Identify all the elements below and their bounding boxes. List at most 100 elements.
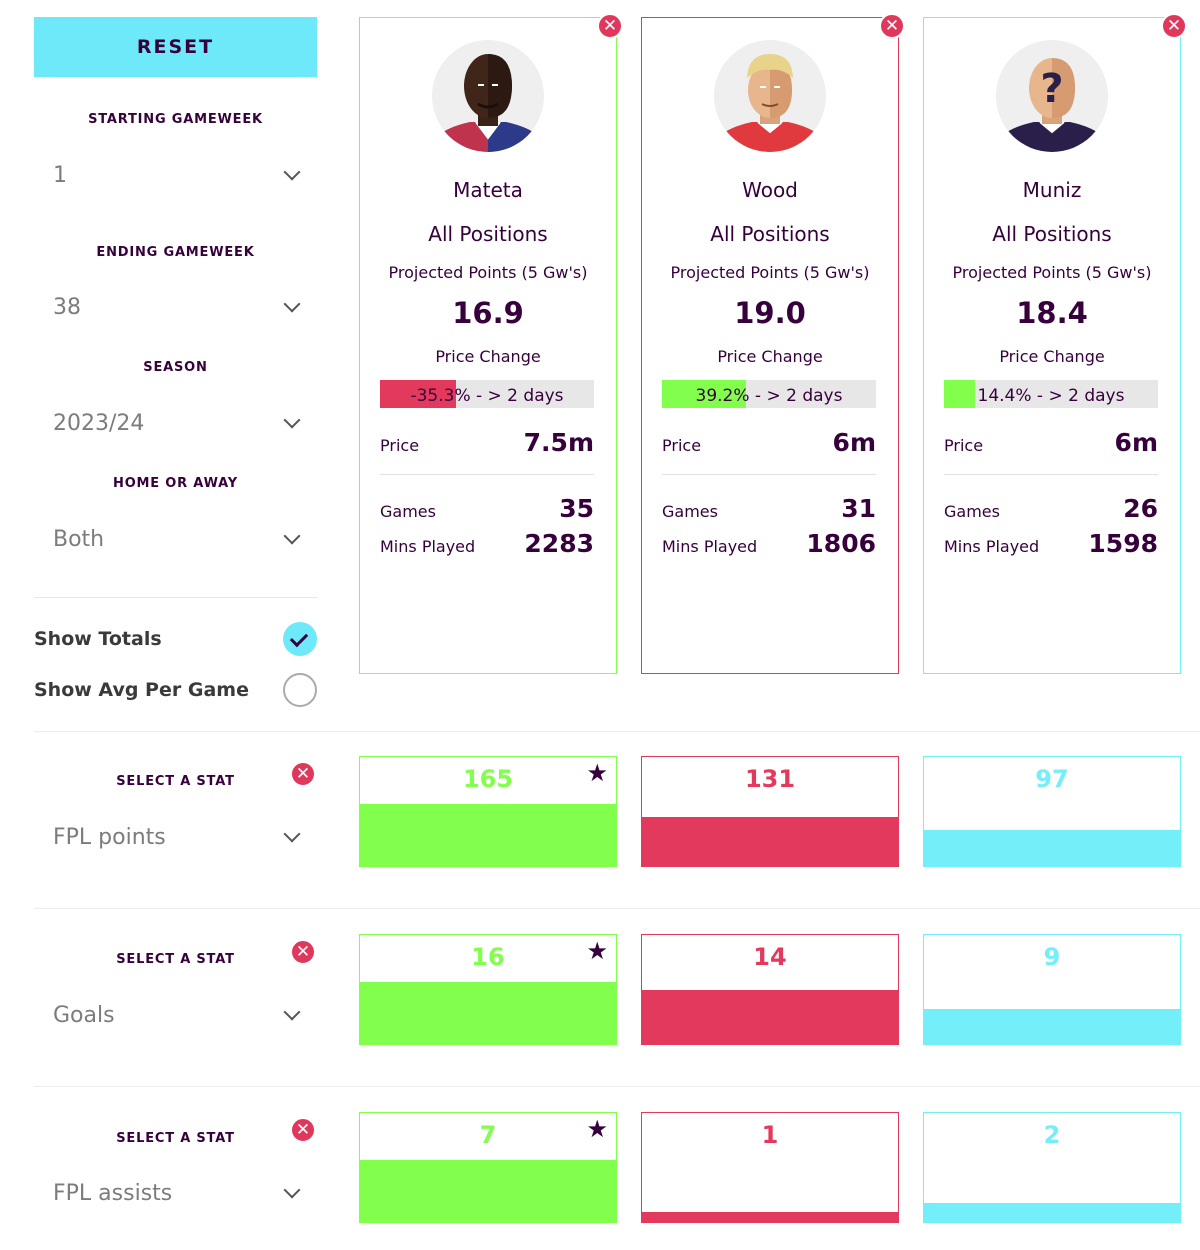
player-name: Mateta [453,178,523,202]
player-card: ? Muniz All Positions Projected Points (… [923,17,1181,674]
stat-value: 16 [471,943,505,971]
star-icon: ★ [586,937,608,965]
price-change-text: -35.3% - > 2 days [410,386,564,406]
player-name: Wood [742,178,798,202]
card-divider [380,474,594,475]
price-label: Price [944,436,984,455]
mins-label: Mins Played [662,537,758,556]
stat-value: 165 [462,765,514,793]
player-dark-skin-icon [432,54,544,152]
price-row: Price 6m [662,428,876,457]
price-change-fill [380,380,456,408]
player-card: Wood All Positions Projected Points (5 G… [641,17,899,674]
stat-fill [642,816,898,866]
remove-stat-button[interactable]: ✕ [290,1117,316,1143]
mins-value: 2283 [524,529,594,558]
stat-fill [924,1009,1180,1044]
stat-fill [360,803,616,866]
section-divider [34,1086,1200,1087]
price-change-fill [662,380,746,408]
chevron-down-icon [285,532,299,546]
season-value: 2023/24 [53,410,145,436]
stat-select[interactable]: FPL assists [34,1168,317,1218]
home-away-label: HOME OR AWAY [113,476,238,491]
chevron-down-icon [285,1186,299,1200]
stat-box: 7 ★ [359,1112,617,1223]
select-stat-label: SELECT A STAT [116,1131,235,1146]
games-label: Games [380,502,436,521]
price-change-bar: -35.3% - > 2 days [380,380,594,408]
svg-text:?: ? [1040,66,1063,112]
stat-select-value: Goals [53,1002,115,1028]
stat-select[interactable]: Goals [34,990,317,1040]
chevron-down-icon [285,416,299,430]
show-totals-toggle[interactable]: Show Totals [34,619,317,659]
price-change-text: 39.2% - > 2 days [695,386,843,406]
stat-value: 7 [479,1121,497,1149]
chevron-down-icon [285,1008,299,1022]
card-divider [944,474,1158,475]
player-position: All Positions [428,222,548,246]
checkmark-icon[interactable] [283,622,317,656]
stat-fill [924,1203,1180,1222]
mins-value: 1806 [806,529,876,558]
stat-fill [360,981,616,1044]
player-avatar: ? [996,40,1108,152]
home-away-select[interactable]: Both [34,514,317,564]
remove-player-button[interactable]: ✕ [1161,13,1187,39]
stat-box: 131 [641,756,899,867]
remove-stat-button[interactable]: ✕ [290,939,316,965]
stat-box: 165 ★ [359,756,617,867]
ending-gameweek-value: 38 [53,294,81,320]
projected-points-label: Projected Points (5 Gw's) [388,263,588,282]
price-change-bar: 39.2% - > 2 days [662,380,876,408]
stat-select-value: FPL assists [53,1180,173,1206]
player-blonde-icon [714,54,826,152]
star-icon: ★ [586,1115,608,1143]
stat-value: 2 [1043,1121,1061,1149]
season-select[interactable]: 2023/24 [34,398,317,448]
stat-box: 2 [923,1112,1181,1223]
stat-box: 14 [641,934,899,1045]
mins-value: 1598 [1088,529,1158,558]
mins-row: Mins Played 1806 [662,529,876,558]
stat-value: 9 [1043,943,1061,971]
stat-box: 16 ★ [359,934,617,1045]
stat-value: 1 [761,1121,779,1149]
price-label: Price [380,436,420,455]
games-value: 35 [559,494,594,523]
games-label: Games [662,502,718,521]
empty-circle-icon[interactable] [283,673,317,707]
show-avg-toggle[interactable]: Show Avg Per Game [34,670,317,710]
price-change-bar: 14.4% - > 2 days [944,380,1158,408]
starting-gameweek-label: STARTING GAMEWEEK [88,112,263,127]
player-unknown-icon: ? [996,58,1108,152]
price-change-fill [944,380,975,408]
player-avatar [432,40,544,152]
stat-fill [924,830,1180,866]
chevron-down-icon [285,830,299,844]
show-totals-label: Show Totals [34,628,162,650]
select-stat-label: SELECT A STAT [116,952,235,967]
games-row: Games 35 [380,494,594,523]
remove-player-button[interactable]: ✕ [597,13,623,39]
player-position: All Positions [710,222,830,246]
stat-box: 1 [641,1112,899,1223]
starting-gameweek-select[interactable]: 1 [34,150,317,200]
games-label: Games [944,502,1000,521]
price-change-label: Price Change [717,347,823,366]
ending-gameweek-label: ENDING GAMEWEEK [96,245,255,260]
stat-box: 9 [923,934,1181,1045]
ending-gameweek-select[interactable]: 38 [34,282,317,332]
remove-stat-button[interactable]: ✕ [290,761,316,787]
chevron-down-icon [285,300,299,314]
price-value: 6m [832,428,876,457]
stat-select[interactable]: FPL points [34,812,317,862]
price-label: Price [662,436,702,455]
remove-player-button[interactable]: ✕ [879,13,905,39]
stat-value: 97 [1035,765,1069,793]
projected-points-value: 18.4 [1016,296,1088,330]
projected-points-label: Projected Points (5 Gw's) [952,263,1152,282]
reset-button[interactable]: RESET [34,17,317,77]
stat-value: 131 [744,765,796,793]
